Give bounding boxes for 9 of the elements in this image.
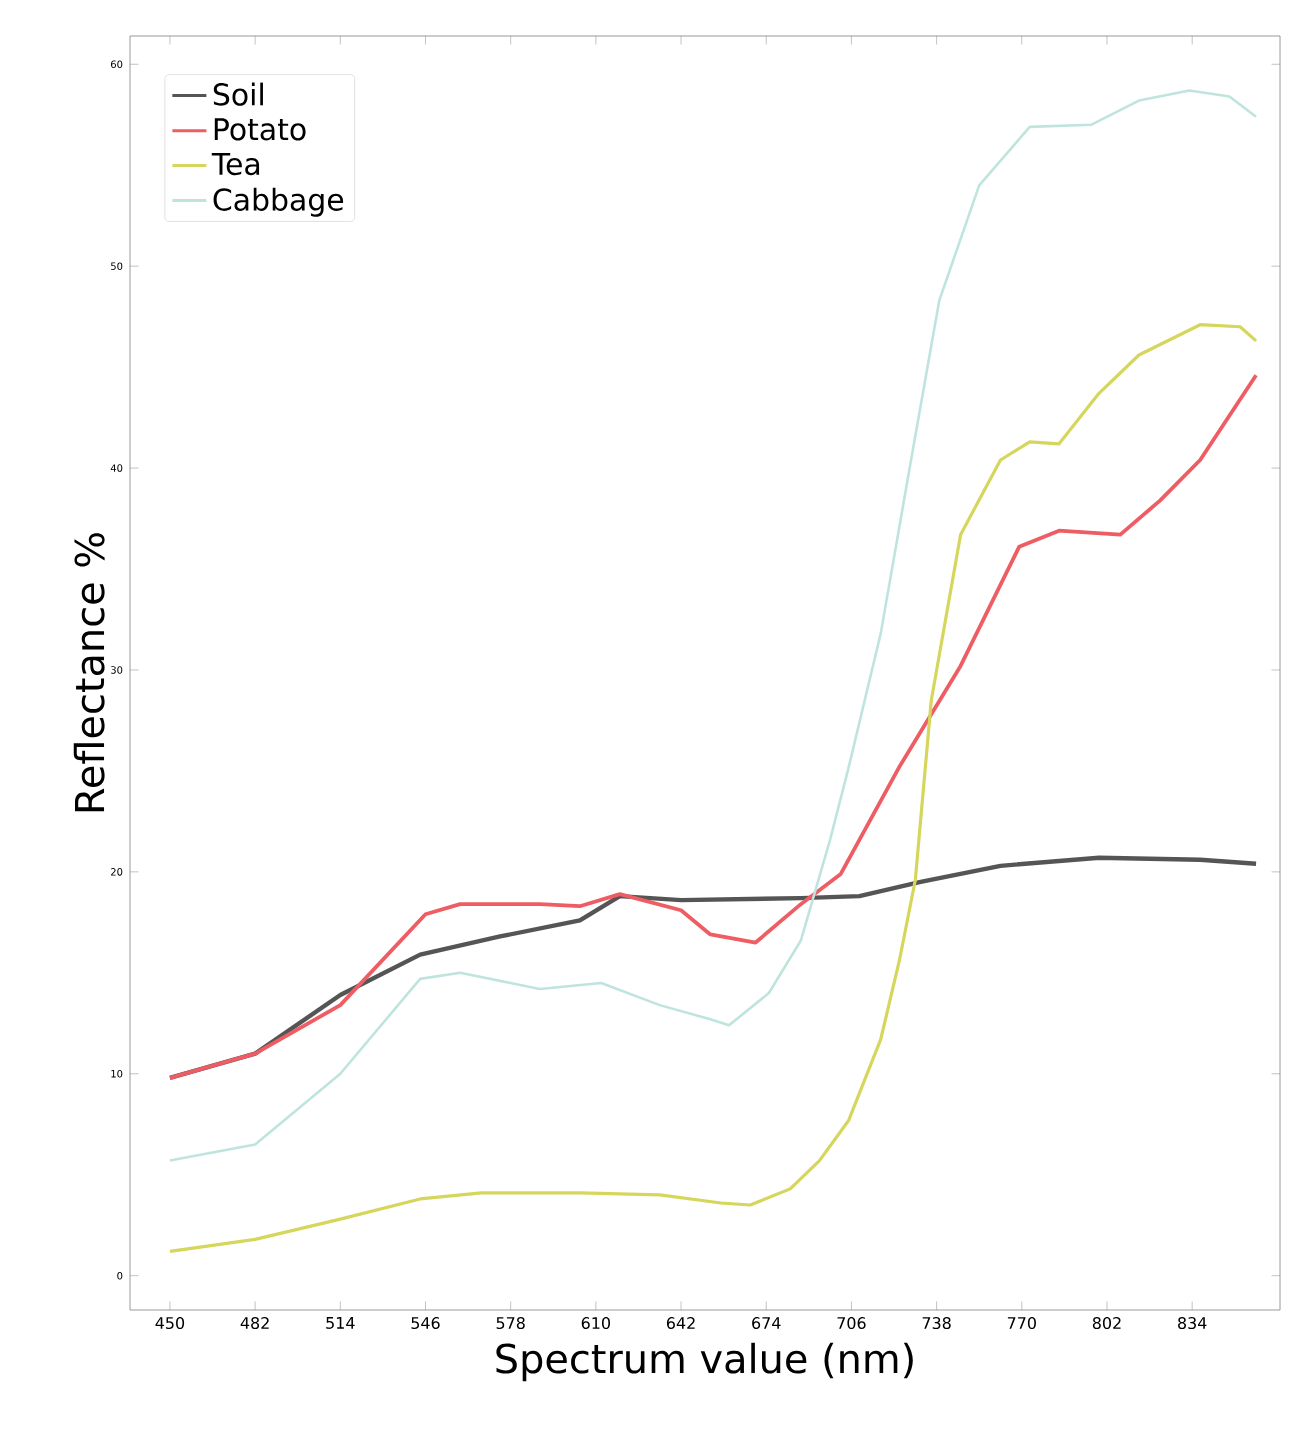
line-series	[168, 323, 1258, 1254]
line-series	[167, 855, 1259, 1080]
legend-label: Cabbage	[213, 187, 344, 217]
line-series	[168, 373, 1258, 1080]
x-axis-title: Spectrum value (nm)	[496, 1342, 913, 1382]
y-axis-title: Reflectance %	[73, 533, 105, 812]
legend-label: Tea	[211, 153, 260, 176]
legend-label: Soil	[213, 82, 263, 106]
legend-label: Potato	[214, 118, 306, 141]
